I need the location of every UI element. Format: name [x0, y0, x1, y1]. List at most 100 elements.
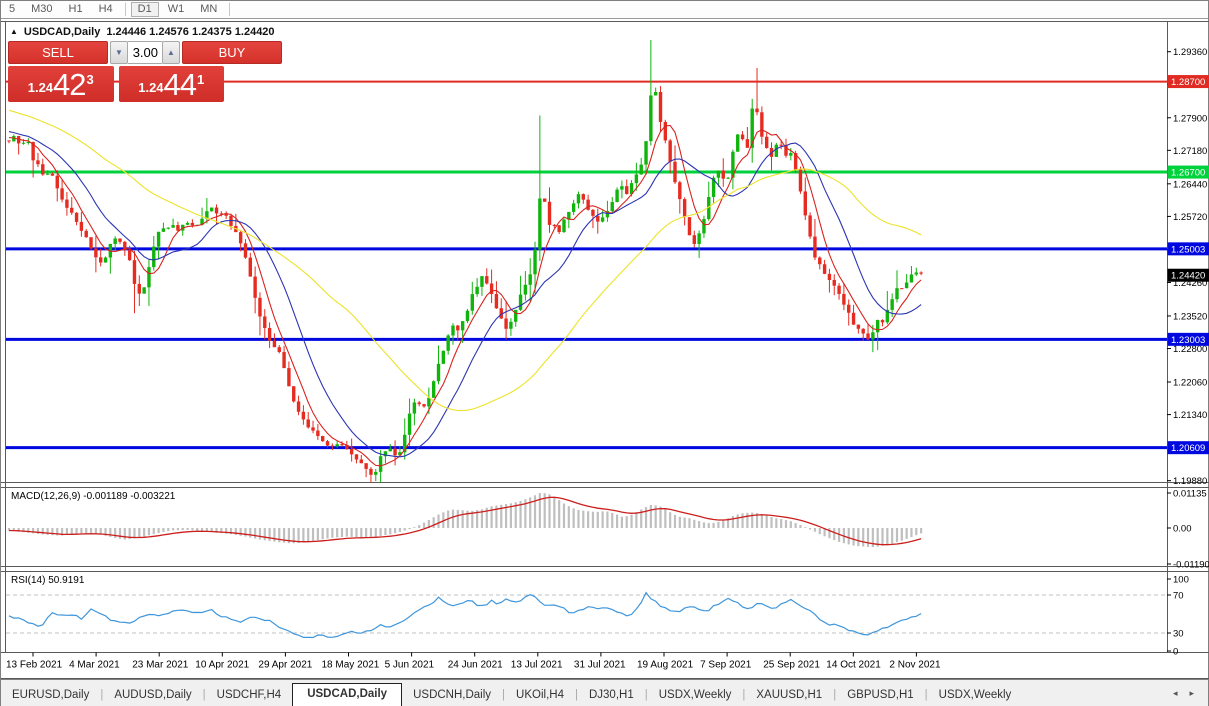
rsi-scale-label: 30	[1173, 629, 1184, 640]
buy-price-prefix: 1.24	[138, 80, 164, 95]
sell-price-prefix: 1.24	[27, 80, 54, 95]
date-tick-label: 2 Nov 2021	[889, 660, 941, 671]
volume-input[interactable]	[128, 41, 162, 64]
rsi-scale-label: 0	[1173, 647, 1178, 658]
tab-separator: |	[502, 689, 506, 701]
date-tick-label: 24 Jun 2021	[448, 660, 503, 671]
buy-price-pip: 1	[197, 72, 205, 87]
volume-decrease-button[interactable]: ▼	[110, 41, 128, 64]
macd-indicator-label: MACD(12,26,9) -0.001189 -0.003221	[11, 491, 176, 502]
chart-tab-bar: EURUSD,Daily | AUDUSD,Daily | USDCHF,H4 USDCA…	[1, 679, 1208, 706]
timeframe-button-m30[interactable]: M30	[31, 3, 53, 15]
price-tick-label: 1.19880	[1173, 476, 1207, 487]
svg-text:1.23003: 1.23003	[1171, 335, 1205, 346]
svg-text:1.20609: 1.20609	[1171, 443, 1205, 454]
tab-scroll-nav: ◂ ▸	[1173, 688, 1208, 706]
toolbar-separator	[124, 3, 126, 16]
tab-scroll-left-icon[interactable]: ◂	[1172, 688, 1178, 698]
chart-tab-dj30-h1[interactable]: DJ30,H1	[588, 689, 634, 701]
tab-separator: |	[924, 689, 928, 701]
price-tick-label: 1.25720	[1173, 212, 1207, 223]
chart-tab-usdchf-h4[interactable]: USDCHF,H4	[216, 689, 282, 701]
price-tick-label: 1.21340	[1173, 410, 1207, 421]
chart-tab-xauusd-h1[interactable]: XAUUSD,H1	[756, 689, 823, 701]
ma-mid-line	[8, 131, 922, 458]
timeframe-button-h1[interactable]: H1	[68, 3, 83, 15]
sell-price-pip: 3	[86, 72, 94, 87]
date-tick-label: 31 Jul 2021	[574, 660, 626, 671]
macd-signal-line	[8, 496, 922, 546]
svg-text:1.24420: 1.24420	[1171, 271, 1205, 282]
macd-scale-label: 0.01135	[1173, 489, 1207, 500]
chart-tab-usdcnh-daily[interactable]: USDCNH,Daily	[413, 689, 492, 701]
price-axis: 1.293601.286401.279001.271801.264401.257…	[1167, 47, 1209, 658]
ma-fast-line	[8, 124, 922, 467]
symbol-name: USDCAD,Daily	[23, 26, 101, 38]
chart-tab-eurusd-daily[interactable]: EURUSD,Daily	[12, 689, 90, 701]
price-level-label: 1.20609	[1167, 441, 1209, 455]
tab-separator: |	[644, 689, 648, 701]
date-tick-label: 13 Jul 2021	[511, 660, 563, 671]
chart-tab-ukoil-h4[interactable]: UKOil,H4	[516, 689, 564, 701]
timeframe-button-mn[interactable]: MN	[200, 3, 218, 15]
svg-text:1.28700: 1.28700	[1171, 77, 1205, 88]
volume-increase-button[interactable]: ▲	[162, 41, 180, 64]
chart-tab-usdx-weekly[interactable]: USDX,Weekly	[658, 689, 732, 701]
sell-button[interactable]: SELL	[8, 41, 108, 64]
price-level-label: 1.24420	[1167, 268, 1209, 282]
tab-separator: |	[833, 689, 837, 701]
buy-price-big: 44	[163, 67, 197, 102]
date-tick-label: 19 Aug 2021	[637, 660, 694, 671]
rsi-scale-label: 100	[1173, 575, 1189, 586]
date-tick-label: 5 Jun 2021	[385, 660, 435, 671]
timeframe-button-h4[interactable]: H4	[98, 3, 113, 15]
buy-button[interactable]: BUY	[182, 41, 282, 64]
tab-separator: |	[202, 689, 206, 701]
date-tick-label: 14 Oct 2021	[826, 660, 881, 671]
price-tick-label: 1.26440	[1173, 179, 1207, 190]
svg-text:1.26700: 1.26700	[1171, 168, 1205, 179]
price-tick-label: 1.22800	[1173, 344, 1207, 355]
price-level-label: 1.28700	[1167, 75, 1209, 89]
price-tick-label: 1.29360	[1173, 47, 1207, 58]
price-tick-label: 1.24260	[1173, 278, 1207, 289]
price-level-label: 1.26700	[1167, 165, 1209, 179]
price-level-label: 1.25003	[1167, 242, 1209, 256]
chart-tab-usdcad-daily[interactable]: USDCAD,Daily	[292, 683, 403, 706]
timeframe-button-w1[interactable]: W1	[167, 3, 185, 15]
tab-separator: |	[742, 689, 746, 701]
macd-group	[7, 493, 923, 547]
date-tick-label: 13 Feb 2021	[6, 660, 63, 671]
timeframe-button-5[interactable]: 5	[9, 3, 16, 15]
buy-price-box[interactable]: 1.24 44 1	[118, 66, 224, 102]
rsi-indicator-label: RSI(14) 50.9191	[11, 575, 85, 586]
rsi-scale-label: 70	[1173, 591, 1184, 602]
chart-symbol-header: ▲ USDCAD,Daily 1.24446 1.24576 1.24375 1…	[10, 26, 275, 38]
price-tick-label: 1.23520	[1173, 311, 1207, 322]
horizontal-level-lines	[6, 80, 1167, 450]
sell-price-big: 42	[53, 67, 86, 102]
price-tick-label: 1.22060	[1173, 378, 1207, 389]
chart-tab-gbpusd-h1[interactable]: GBPUSD,H1	[847, 689, 914, 701]
price-tick-label: 1.27180	[1173, 146, 1207, 157]
toolbar-separator	[229, 3, 231, 16]
trade-panel-controls: SELL ▼ ▲ BUY	[8, 41, 282, 64]
date-axis: 13 Feb 2021 4 Mar 2021 23 Mar 2021 10 Apr 2…	[6, 652, 941, 671]
collapse-triangle-icon[interactable]: ▲	[10, 26, 18, 36]
sell-price-box[interactable]: 1.24 42 3	[8, 66, 114, 102]
rsi-line	[8, 591, 922, 639]
date-tick-label: 7 Sep 2021	[700, 660, 752, 671]
tab-separator: |	[574, 689, 578, 701]
date-tick-label: 29 Apr 2021	[258, 660, 312, 671]
date-tick-label: 10 Apr 2021	[195, 660, 249, 671]
timeframe-button-d1[interactable]: D1	[130, 2, 159, 17]
timeframe-toolbar: 5 M30 H1 H4 D1 W1 MN	[1, 1, 1208, 19]
chart-tab-usdx-weekly[interactable]: USDX,Weekly	[938, 689, 1012, 701]
tab-scroll-right-icon[interactable]: ▸	[1189, 688, 1194, 698]
macd-scale-label: 0.00	[1173, 524, 1192, 535]
chart-canvas[interactable]: 1.293601.286401.279001.271801.264401.257…	[1, 21, 1209, 679]
svg-text:1.25003: 1.25003	[1171, 244, 1205, 255]
symbol-ohlc-values: 1.24446 1.24576 1.24375 1.24420	[106, 26, 275, 38]
chart-tab-audusd-daily[interactable]: AUDUSD,Daily	[114, 689, 192, 701]
